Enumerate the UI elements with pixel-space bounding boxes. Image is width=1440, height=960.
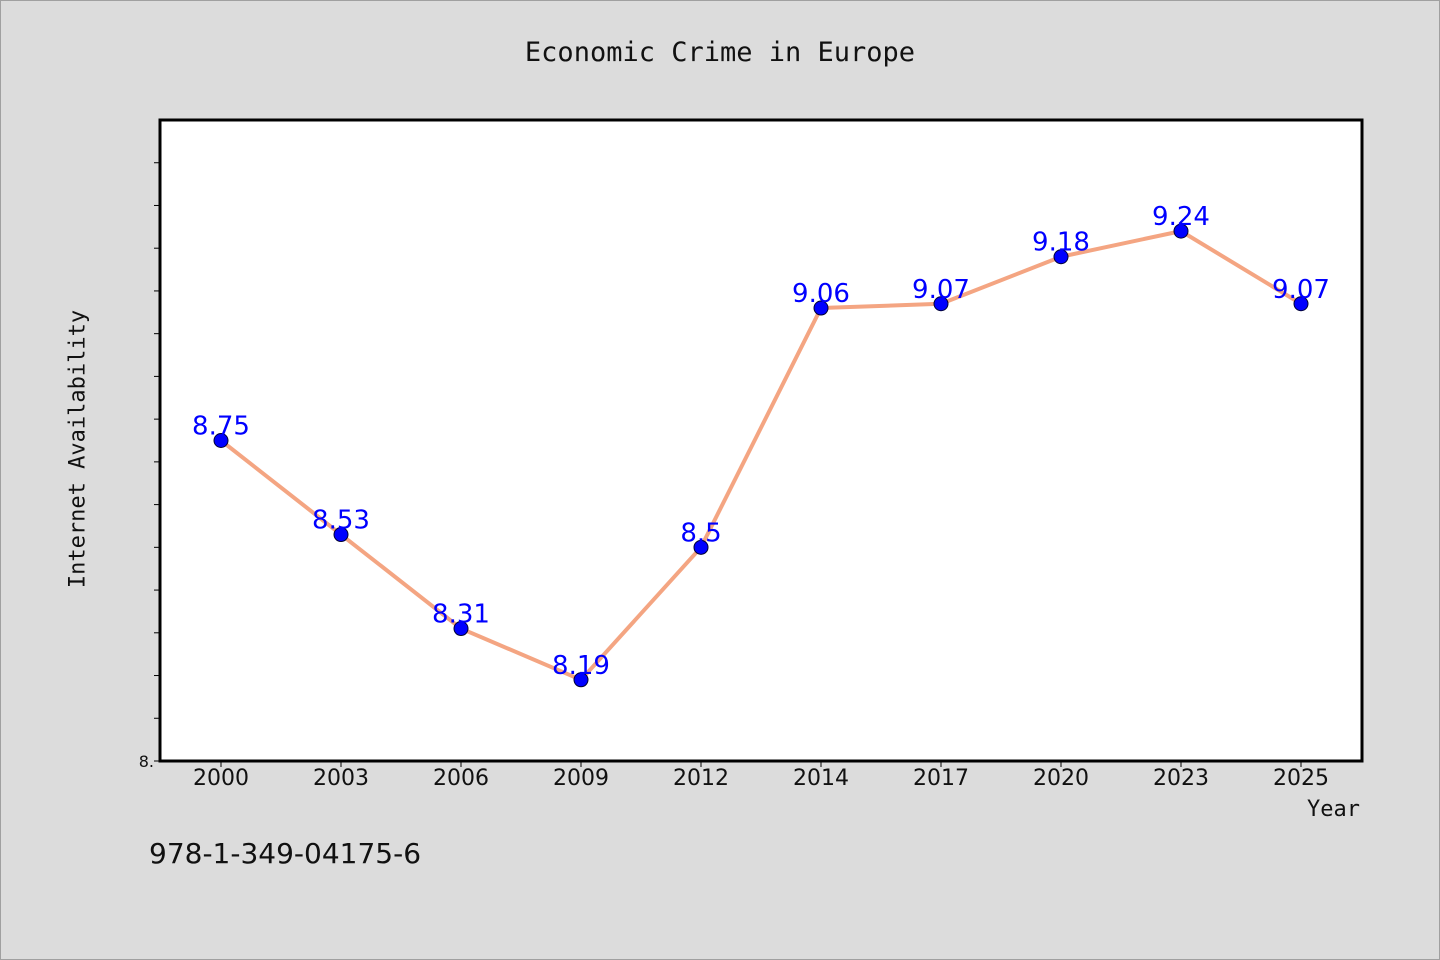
data-label: 8.19 [552,651,610,681]
data-point [813,300,829,316]
data-label: 9.06 [792,279,850,309]
isbn-text: 978-1-349-04175-6 [149,837,422,870]
data-point [333,527,349,543]
x-tick-label: 2006 [433,766,489,791]
x-tick-label: 2014 [793,766,849,791]
data-point [573,672,589,688]
data-label: 9.24 [1152,202,1210,232]
data-point [1053,249,1069,265]
data-label: 8.75 [192,412,250,442]
plot-area [158,118,1364,763]
y-axis-ticks: 8. [139,162,160,771]
data-label: 9.07 [912,275,970,305]
data-label: 8.5 [680,518,721,548]
data-label: 8.31 [432,600,490,630]
data-point [1173,223,1189,239]
x-axis-label: Year [1307,797,1360,822]
data-label: 9.18 [1032,228,1090,258]
x-tick-label: 2023 [1153,766,1209,791]
data-point [213,433,229,448]
x-axis-ticks: 2000 2003 2006 2009 2012 2014 2017 2020 2023 2025 [193,761,1329,791]
data-label: 9.07 [1272,275,1330,305]
series-group: 8.75 8.53 8.31 8.19 8.5 9.06 9.07 9.18 9.24 9.07 [192,202,1330,688]
data-point [933,296,949,312]
x-tick-label: 2020 [1033,766,1089,791]
data-point [1293,296,1309,312]
x-tick-label: 2017 [913,766,969,791]
series-line [219,229,1303,682]
x-tick-label: 2003 [313,766,369,791]
x-tick-label: 2009 [553,766,609,791]
x-tick-label: 2025 [1273,766,1329,791]
x-tick-label: 2012 [673,766,729,791]
data-label: 8.53 [312,506,370,536]
chart-title: Economic Crime in Europe [524,37,916,68]
y-tick-label: 8. [139,752,154,771]
x-tick-label: 2000 [193,766,249,791]
data-point [453,621,469,637]
data-point [693,539,709,555]
